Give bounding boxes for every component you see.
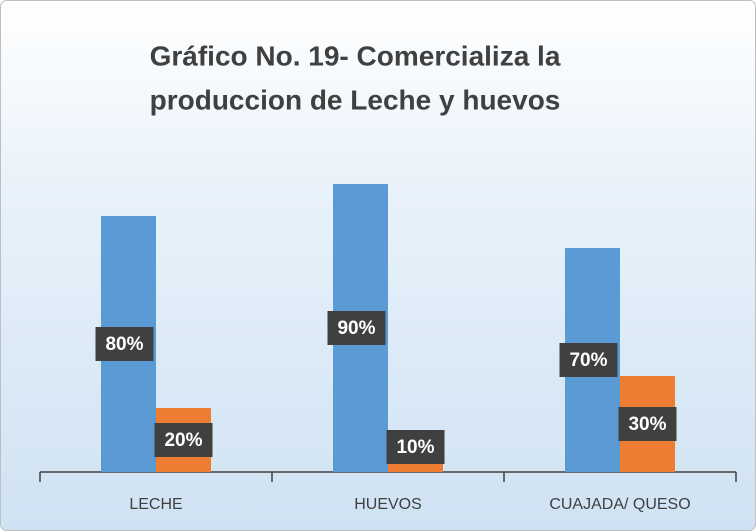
data-label: 10% — [396, 437, 434, 458]
data-label-box — [327, 311, 386, 345]
data-label-box — [559, 343, 618, 377]
x-tick-label: LECHE — [129, 496, 182, 513]
x-tick-label: CUAJADA/ QUESO — [549, 496, 690, 513]
data-label: 80% — [105, 334, 143, 355]
x-tick-label: HUEVOS — [354, 496, 422, 513]
data-label: 70% — [569, 350, 607, 371]
data-label: 20% — [164, 430, 202, 451]
data-label: 90% — [337, 318, 375, 339]
chart-title: produccion de Leche y huevos — [150, 84, 561, 115]
data-label-box — [386, 430, 445, 464]
chart-title: Gráfico No. 19- Comercializa la — [150, 40, 561, 71]
data-label: 30% — [628, 414, 666, 435]
data-label-box — [154, 423, 213, 457]
data-label-box — [618, 407, 677, 441]
data-label-box — [95, 327, 154, 361]
